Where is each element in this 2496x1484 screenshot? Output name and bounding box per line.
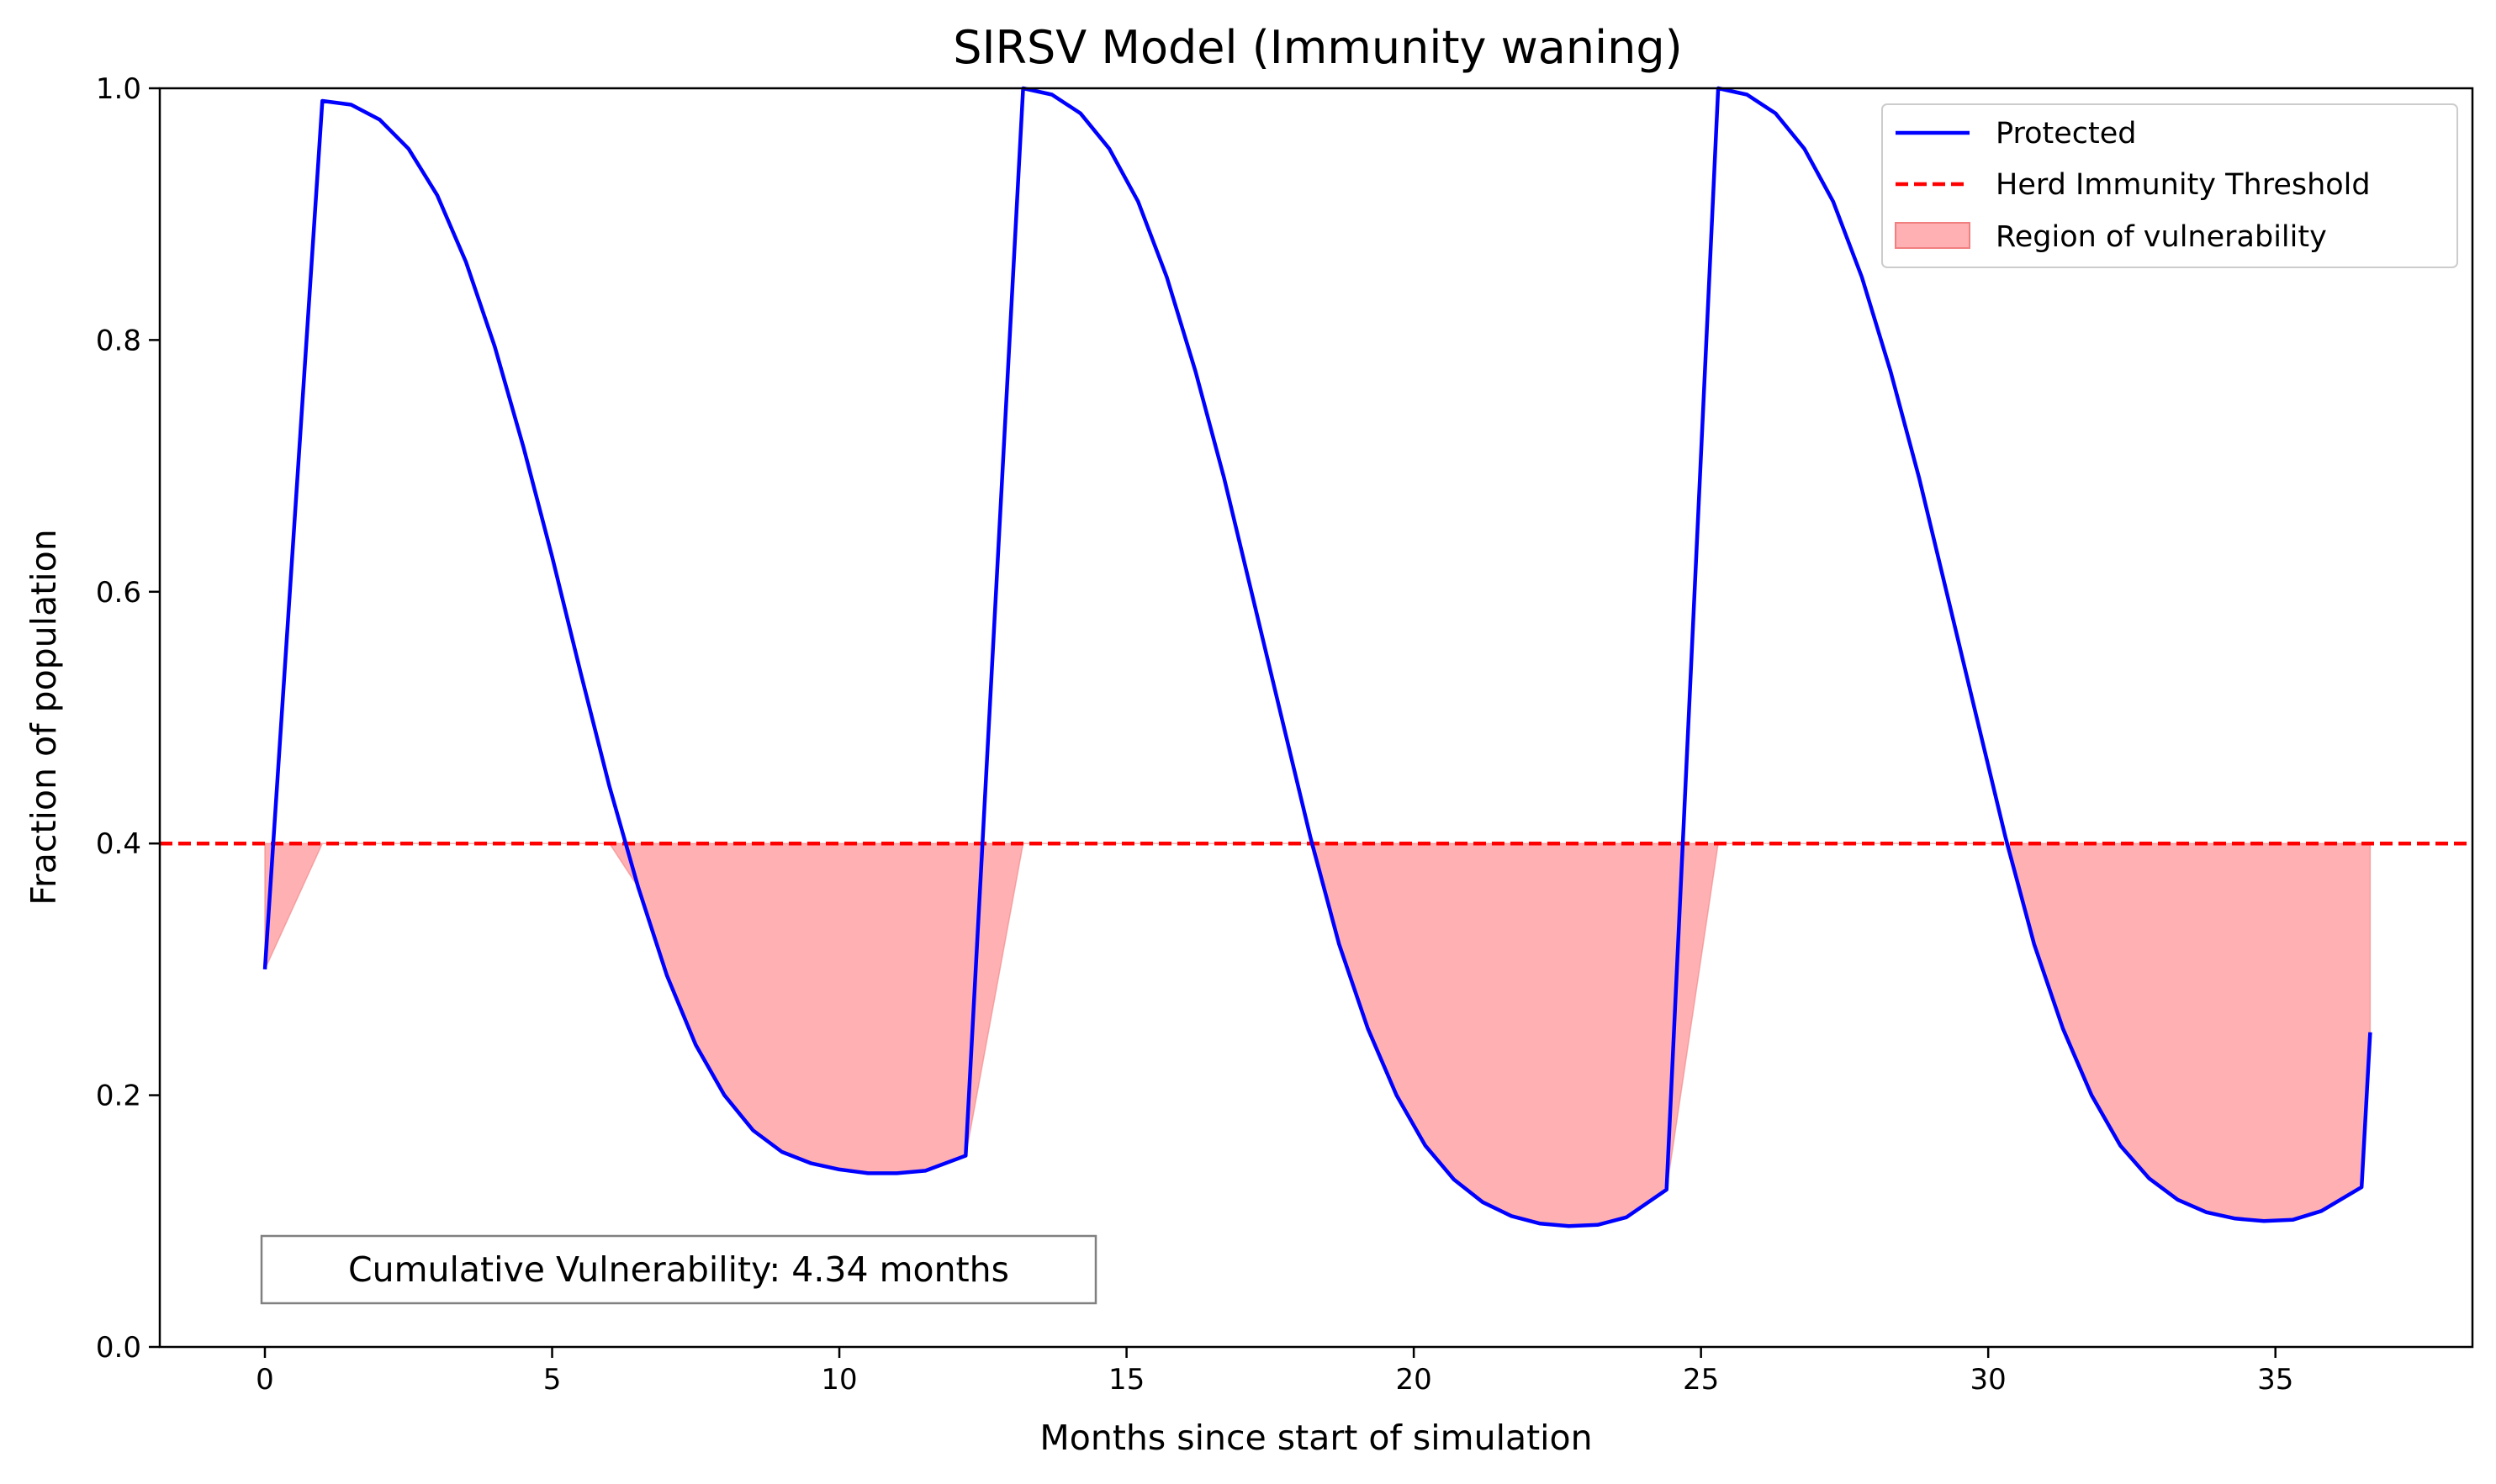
x-tick-label: 25: [1683, 1363, 1719, 1397]
x-axis: 0 5 10 15 20 25 30 35: [256, 1347, 2293, 1397]
vulnerability-fill: [264, 842, 2372, 1228]
y-axis: 0.0 0.2 0.4 0.6 0.8 1.0: [96, 72, 160, 1365]
x-tick-label: 5: [543, 1363, 562, 1397]
vulnerability-area: [264, 842, 2372, 1228]
legend-vulnerability-label: Region of vulnerability: [1996, 220, 2327, 254]
legend-threshold-label: Herd Immunity Threshold: [1996, 168, 2371, 202]
x-axis-label: Months since start of simulation: [1039, 1418, 1592, 1458]
y-tick-label: 0.4: [96, 827, 141, 861]
legend-box: [1881, 103, 2458, 268]
x-tick-label: 30: [1970, 1363, 2007, 1397]
x-tick-label: 0: [256, 1363, 274, 1397]
y-axis-label: Fraction of population: [24, 529, 64, 905]
protected-line-group: [262, 86, 2372, 1228]
cumulative-vulnerability-text: Cumulative Vulnerability: 4.34 months: [348, 1249, 1009, 1290]
legend-vulnerability-swatch: [1895, 222, 1970, 249]
y-tick-label: 1.0: [96, 72, 141, 106]
x-tick-label: 35: [2257, 1363, 2293, 1397]
x-tick-label: 10: [821, 1363, 857, 1397]
annotation-box: Cumulative Vulnerability: 4.34 months: [260, 1234, 1097, 1305]
legend-protected-label: Protected: [1996, 117, 2137, 151]
chart-title: SIRSV Model (Immunity waning): [953, 21, 1682, 74]
protected-line: [262, 86, 2372, 1228]
y-tick-label: 0.6: [96, 576, 141, 610]
y-tick-label: 0.2: [96, 1080, 141, 1113]
y-tick-label: 0.0: [96, 1331, 141, 1365]
x-tick-label: 15: [1108, 1363, 1145, 1397]
legend: Protected Herd Immunity Threshold Region…: [1881, 103, 2458, 268]
x-tick-label: 20: [1395, 1363, 1431, 1397]
plot-frame: [158, 87, 2474, 1349]
y-tick-label: 0.8: [96, 324, 141, 357]
